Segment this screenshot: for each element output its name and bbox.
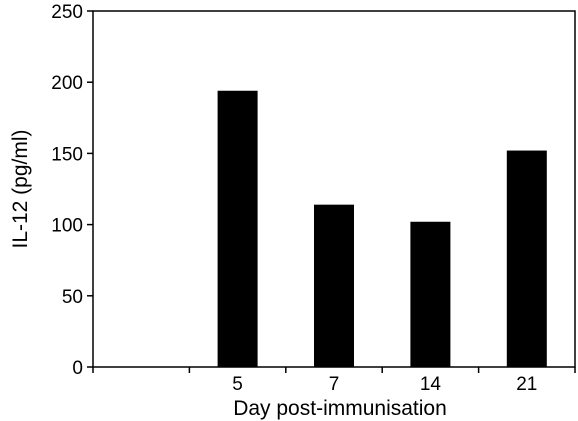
x-axis-ticks: 5 7 14 21	[92, 367, 576, 395]
x-tick-label: 14	[420, 374, 442, 395]
y-axis-ticks: 0 50 100 150 200 250	[51, 2, 93, 379]
y-tick-label: 250	[51, 2, 83, 23]
bars	[217, 90, 547, 367]
y-tick-label: 150	[51, 144, 83, 165]
x-tick-label: 21	[516, 374, 537, 395]
x-axis-title: Day post-immunisation	[233, 397, 447, 420]
y-tick-label: 50	[62, 287, 83, 308]
y-axis-title: IL-12 (pg/ml)	[9, 129, 32, 248]
y-tick-label: 200	[51, 73, 83, 94]
y-tick-label: 0	[72, 358, 83, 379]
bar-day-21	[506, 150, 547, 367]
y-tick-label: 100	[51, 216, 83, 237]
bar-day-14	[410, 221, 451, 367]
x-tick-label: 7	[329, 374, 340, 395]
x-tick-label: 5	[232, 374, 243, 395]
bar-day-7	[314, 204, 354, 367]
bar-day-5	[217, 90, 258, 367]
